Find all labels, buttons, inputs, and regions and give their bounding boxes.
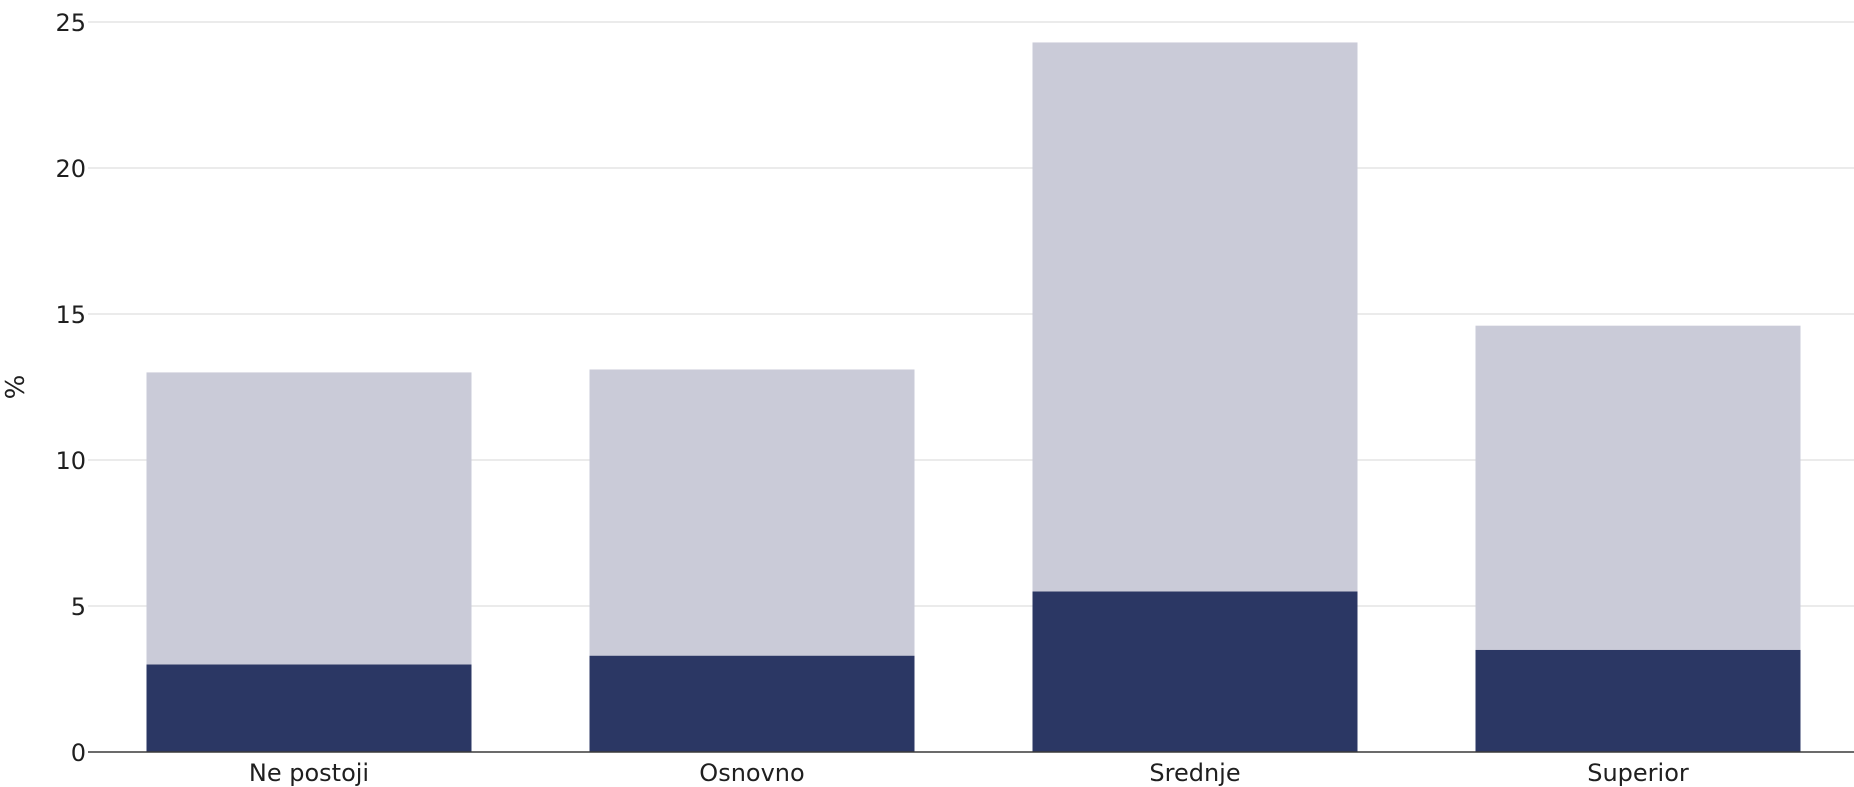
x-tick-label: Osnovno xyxy=(699,759,804,787)
bar-segment-2-4 xyxy=(1475,325,1801,650)
bar-segment-1-3 xyxy=(1032,591,1358,752)
y-tick-label: 15 xyxy=(55,301,86,329)
x-tick-label: Superior xyxy=(1587,759,1689,787)
y-tick-label: 0 xyxy=(71,739,86,767)
y-axis-label: % xyxy=(1,375,31,400)
x-tick-label: Ne postoji xyxy=(249,759,369,787)
bar-segment-1-1 xyxy=(146,664,472,752)
bar-segment-2-2 xyxy=(589,369,915,656)
y-axis-ticks: 0 5 10 15 20 25 xyxy=(55,9,86,767)
bar-segment-2-3 xyxy=(1032,42,1358,592)
x-axis-ticks: Ne postoji Osnovno Srednje Superior xyxy=(249,759,1689,787)
y-tick-label: 20 xyxy=(55,155,86,183)
y-tick-label: 5 xyxy=(71,593,86,621)
x-tick-label: Srednje xyxy=(1149,759,1240,787)
bar-segment-1-4 xyxy=(1475,649,1801,752)
bars xyxy=(146,42,1801,752)
y-tick-label: 25 xyxy=(55,9,86,37)
y-tick-label: 10 xyxy=(55,447,86,475)
bar-segment-2-1 xyxy=(146,372,472,665)
bar-segment-1-2 xyxy=(589,655,915,752)
